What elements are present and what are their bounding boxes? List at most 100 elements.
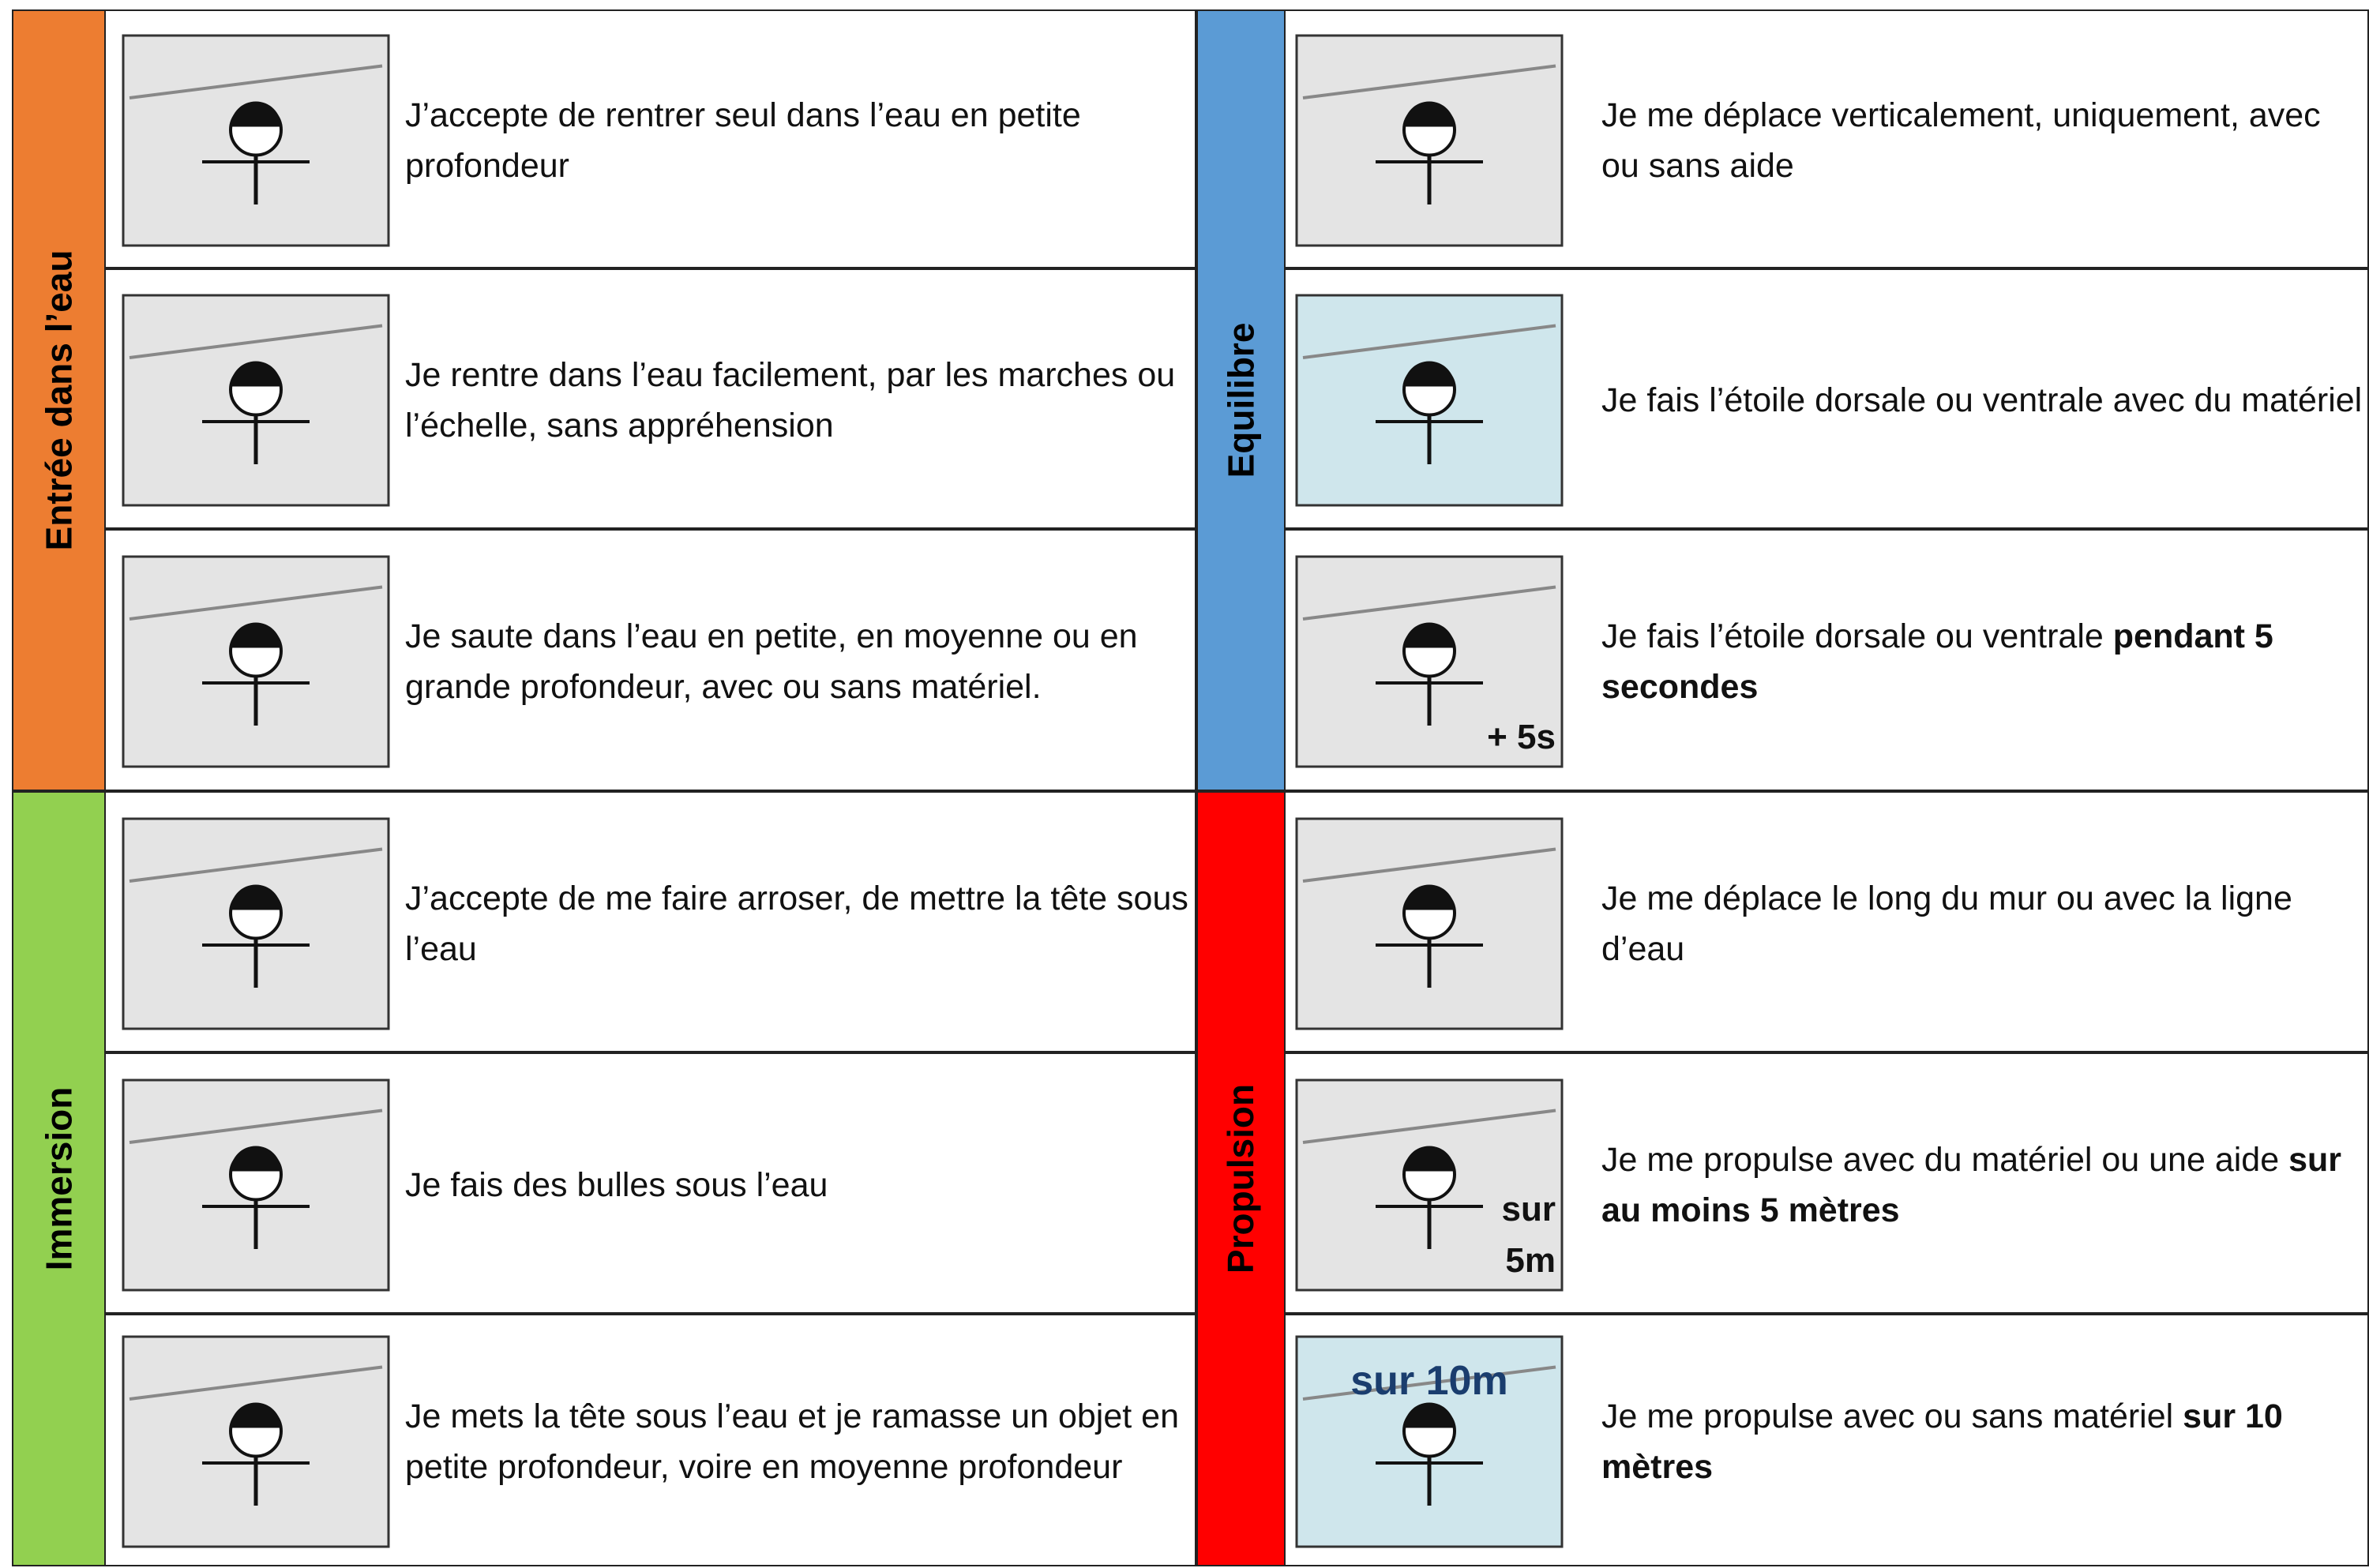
description: J’accepte de me faire arroser, de mettre… bbox=[405, 879, 1188, 968]
row-text-box: Je rentre dans l’eau facilement, par les… bbox=[405, 270, 1193, 531]
row: J’accepte de rentrer seul dans l’eau en … bbox=[106, 9, 1196, 268]
description-bold: sur au moins 5 mètres bbox=[1601, 1140, 2341, 1229]
illustration bbox=[1295, 294, 1564, 507]
section-label: Immersion bbox=[12, 791, 106, 1566]
image-caption: sur bbox=[1502, 1190, 1556, 1229]
description: Je mets la tête sous l’eau et je ramasse… bbox=[405, 1397, 1179, 1486]
illustration: sur 10m bbox=[1295, 1335, 1564, 1548]
description: Je rentre dans l’eau facilement, par les… bbox=[405, 356, 1176, 445]
description: Je fais l’étoile dorsale ou ventrale bbox=[1601, 617, 2113, 655]
row-text-box: Je saute dans l’eau en petite, en moyenn… bbox=[405, 531, 1193, 793]
description: Je me déplace verticalement, uniquement,… bbox=[1601, 96, 2321, 185]
description-bold: sur 10 mètres bbox=[1601, 1397, 2283, 1486]
row-text: Je me déplace le long du mur ou avec la … bbox=[1601, 873, 2366, 974]
row: sur 10m Je me propulse avec ou sans matér… bbox=[1286, 1314, 2369, 1566]
row-text: Je fais l’étoile dorsale ou ventrale ave… bbox=[1601, 375, 2366, 426]
shape bbox=[129, 64, 383, 99]
illustration: sur 5m bbox=[1295, 1078, 1564, 1291]
row-text-box: Je me propulse avec du matériel ou une a… bbox=[1601, 1054, 2366, 1315]
section-label: Entrée dans l’eau bbox=[12, 9, 106, 791]
row-text: Je fais l’étoile dorsale ou ventrale pen… bbox=[1601, 611, 2366, 712]
section-title: Propulsion bbox=[1220, 1083, 1262, 1274]
row-text: J’accepte de me faire arroser, de mettre… bbox=[405, 873, 1193, 974]
image-caption: + 5s bbox=[1487, 718, 1556, 756]
row-text: Je me propulse avec du matériel ou une a… bbox=[1601, 1135, 2366, 1236]
shape bbox=[129, 324, 383, 359]
row: + 5s Je fais l’étoile dorsale ou ventrale… bbox=[1286, 529, 2369, 791]
shape bbox=[231, 1146, 281, 1171]
row-text-box: Je me déplace le long du mur ou avec la … bbox=[1601, 793, 2366, 1054]
row: Je fais des bulles sous l’eau bbox=[106, 1052, 1196, 1314]
row-text-box: Je me déplace verticalement, uniquement,… bbox=[1601, 11, 2366, 270]
shape bbox=[1302, 1108, 1556, 1144]
shape bbox=[1404, 1146, 1455, 1171]
shape bbox=[1404, 884, 1455, 910]
illustration bbox=[1295, 34, 1564, 247]
description: Je me propulse avec du matériel ou une a… bbox=[1601, 1140, 2289, 1179]
description: Je me propulse avec ou sans matériel bbox=[1601, 1397, 2183, 1435]
illustration bbox=[122, 555, 390, 768]
row-text: Je fais des bulles sous l’eau bbox=[405, 1160, 1193, 1210]
row-text-box: Je fais l’étoile dorsale ou ventrale ave… bbox=[1601, 270, 2366, 531]
row-text: Je me propulse avec ou sans matériel sur… bbox=[1601, 1391, 2366, 1492]
section-title: Immersion bbox=[38, 1086, 80, 1271]
description-bold: pendant 5 secondes bbox=[1601, 617, 2273, 706]
illustration bbox=[122, 817, 390, 1030]
description: J’accepte de rentrer seul dans l’eau en … bbox=[405, 96, 1081, 185]
row-text-box: J’accepte de rentrer seul dans l’eau en … bbox=[405, 11, 1193, 270]
illustration bbox=[122, 1335, 390, 1548]
shape bbox=[1404, 1402, 1455, 1428]
row: Je fais l’étoile dorsale ou ventrale ave… bbox=[1286, 268, 2369, 529]
shape bbox=[129, 1108, 383, 1144]
shape bbox=[1302, 64, 1556, 99]
shape bbox=[231, 361, 281, 387]
shape bbox=[231, 884, 281, 910]
section-title: Equilibre bbox=[1220, 322, 1262, 478]
shape bbox=[1302, 847, 1556, 883]
illustration bbox=[1295, 817, 1564, 1030]
row: Je saute dans l’eau en petite, en moyenn… bbox=[106, 529, 1196, 791]
section-title: Entrée dans l’eau bbox=[38, 249, 80, 551]
description: Je fais des bulles sous l’eau bbox=[405, 1165, 828, 1204]
shape bbox=[231, 1402, 281, 1428]
row: sur 5m Je me propulse avec du matériel ou … bbox=[1286, 1052, 2369, 1314]
illustration bbox=[122, 1078, 390, 1291]
row-text-box: Je fais l’étoile dorsale ou ventrale pen… bbox=[1601, 531, 2366, 793]
row: Je me déplace verticalement, uniquement,… bbox=[1286, 9, 2369, 268]
row-text: J’accepte de rentrer seul dans l’eau en … bbox=[405, 90, 1193, 191]
shape bbox=[231, 622, 281, 648]
row: Je mets la tête sous l’eau et je ramasse… bbox=[106, 1314, 1196, 1566]
row-text-box: Je mets la tête sous l’eau et je ramasse… bbox=[405, 1315, 1193, 1568]
row: Je me déplace le long du mur ou avec la … bbox=[1286, 791, 2369, 1052]
description: Je me déplace le long du mur ou avec la … bbox=[1601, 879, 2292, 968]
shape bbox=[129, 847, 383, 883]
row: Je rentre dans l’eau facilement, par les… bbox=[106, 268, 1196, 529]
illustration: + 5s bbox=[1295, 555, 1564, 768]
row-text-box: J’accepte de me faire arroser, de mettre… bbox=[405, 793, 1193, 1054]
row-text: Je rentre dans l’eau facilement, par les… bbox=[405, 350, 1193, 451]
illustration bbox=[122, 294, 390, 507]
row-text: Je saute dans l’eau en petite, en moyenn… bbox=[405, 611, 1193, 712]
row: J’accepte de me faire arroser, de mettre… bbox=[106, 791, 1196, 1052]
shape bbox=[1404, 101, 1455, 127]
shape bbox=[1302, 324, 1556, 359]
shape bbox=[129, 1365, 383, 1401]
image-caption: sur 10m bbox=[1350, 1358, 1507, 1404]
image-caption: 5m bbox=[1505, 1241, 1556, 1280]
illustration bbox=[122, 34, 390, 247]
description: Je fais l’étoile dorsale ou ventrale ave… bbox=[1601, 381, 2363, 419]
shape bbox=[129, 585, 383, 621]
shape bbox=[231, 101, 281, 127]
row-text-box: Je me propulse avec ou sans matériel sur… bbox=[1601, 1315, 2366, 1568]
shape bbox=[1404, 622, 1455, 648]
row-text-box: Je fais des bulles sous l’eau bbox=[405, 1054, 1193, 1315]
section-label: Equilibre bbox=[1196, 9, 1286, 791]
section-label: Propulsion bbox=[1196, 791, 1286, 1566]
shape bbox=[1302, 1365, 1556, 1401]
row-text: Je mets la tête sous l’eau et je ramasse… bbox=[405, 1391, 1193, 1492]
description: Je saute dans l’eau en petite, en moyenn… bbox=[405, 617, 1138, 706]
shape bbox=[1404, 361, 1455, 387]
shape bbox=[1302, 585, 1556, 621]
row-text: Je me déplace verticalement, uniquement,… bbox=[1601, 90, 2366, 191]
